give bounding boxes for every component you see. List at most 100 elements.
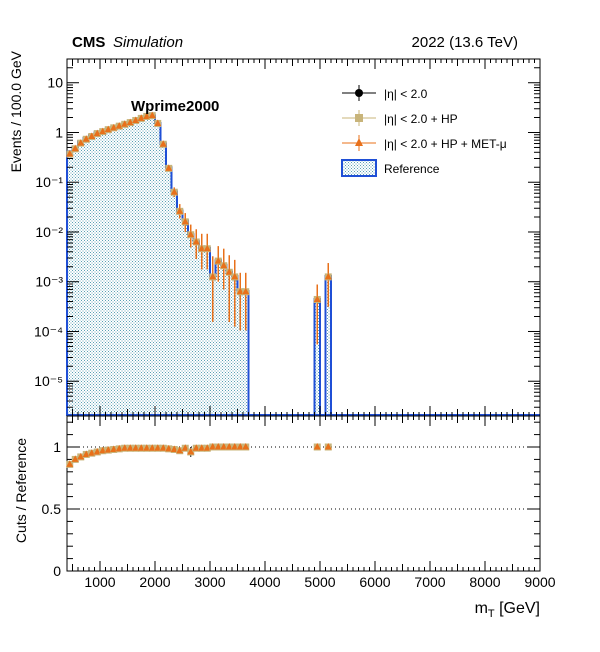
sample-label: Wprime2000 [131,98,219,115]
reference-bar [127,122,133,416]
cuts-met-marker [66,149,74,157]
cuts-met-marker [154,119,162,126]
ratio-met-marker [82,450,90,457]
ratio-met-marker [231,443,239,450]
y-tick-label: 10⁻² [35,224,63,240]
run-info-label: 2022 (13.6 TeV) [412,34,518,51]
cuts-met-marker [170,188,178,195]
reference-bar [188,234,194,416]
ratio-met-marker [71,455,79,462]
y-tick-label: 10⁻⁵ [34,373,63,389]
cuts-met-marker [187,230,195,238]
cuts-met-marker [126,118,134,126]
reference-bar [122,123,128,416]
reference-bar [100,130,106,416]
x-tick-label: 9000 [524,574,555,590]
y-tick-label: 1 [55,124,63,140]
cuts-met-marker [209,272,217,280]
cuts-met-marker [159,140,167,147]
x-tick-label: 6000 [359,574,390,590]
reference-bar [83,137,89,416]
ratio-y-tick-label: 1 [53,439,61,455]
cuts-met-marker [137,114,145,121]
ratio-met-marker [132,444,140,451]
x-tick-label: 8000 [469,574,500,590]
reference-bar [204,247,210,416]
cuts-met-marker [181,217,189,225]
cuts-met-marker [82,135,90,142]
x-axis-title-unit: [GeV] [495,600,540,617]
reference-bar [243,291,249,416]
ratio-plot-frame [66,415,541,572]
ratio-met-marker [192,444,200,451]
cuts-met-marker [220,261,228,269]
ratio-met-marker [170,445,178,452]
reference-bar [193,241,199,416]
ratio-met-marker [115,444,123,452]
cuts-met-marker [71,144,79,152]
top-panel: 10⁻⁵ 10⁻⁴ 10⁻³ 10⁻² 10⁻¹ 1 10 [34,58,541,417]
ratio-met-marker [148,444,156,451]
ratio-met-marker [203,444,211,451]
cuts-met-marker [242,287,250,295]
ratio-met-marker [154,444,162,451]
reference-bar [116,125,122,417]
reference-bar [133,120,139,417]
legend-circle-marker [355,89,363,97]
x-tick-label: 7000 [414,574,445,590]
cuts-met-marker [214,257,222,264]
ratio-met-marker [225,443,233,450]
reference-bar [226,271,232,416]
reference-bar [111,127,117,417]
x-axis-title-sub: T [488,608,495,620]
reference-bar [144,115,150,416]
reference-bar [89,135,95,416]
cuts-met-marker [88,132,96,140]
ratio-met-marker [137,444,145,451]
x-axis-title-main: m [475,600,488,617]
x-tick-label: 4000 [249,574,280,590]
y-tick-label: 10⁻¹ [35,174,63,190]
ratio-met-marker [110,445,118,452]
reference-bar [166,167,172,416]
ratio-met-marker [176,446,184,454]
ratio-panel: 1000 2000 3000 4000 5000 6000 7000 8000 9000 0 0.5… [42,415,556,590]
cuts-met-marker [115,122,123,129]
reference-bar [237,291,243,416]
cuts-met-marker [99,127,107,135]
legend-label: |η| < 2.0 + HP [384,112,458,126]
x-tick-label: 3000 [194,574,225,590]
y-tick-label: 10⁻³ [35,274,63,290]
ratio-met-marker [324,443,332,450]
ratio-met-marker [236,443,244,450]
reference-bar [94,132,100,416]
ratio-met-marker [88,449,96,456]
ratio-met-marker [99,446,107,454]
ratio-met-marker [121,444,129,451]
ratio-met-marker [143,444,151,451]
legend-label: |η| < 2.0 [384,87,428,101]
ratio-met-marker [126,444,134,451]
cuts-met-marker [225,268,233,275]
legend-label: |η| < 2.0 + HP + MET-μ [384,137,507,151]
cuts-met-marker [104,125,112,133]
cuts-met-marker [236,287,244,295]
experiment-label: CMS [72,34,105,51]
top-y-axis-title: Events / 100.0 GeV [8,50,24,172]
status-label: Simulation [113,34,183,51]
cuts-met-marker [143,112,151,119]
bottom-y-axis-title: Cuts / Reference [13,438,29,543]
cuts-met-marker [324,272,332,280]
reference-bar [138,118,144,416]
cuts-met-marker [121,120,129,127]
reference-bar [105,128,111,417]
y-tick-label: 10⁻⁴ [34,323,63,339]
reference-bar [215,260,221,416]
cuts-met-marker [313,295,321,302]
cuts-met-marker [203,244,211,252]
x-tick-label: 5000 [304,574,335,590]
ratio-met-marker [220,443,228,450]
cuts-met-marker [77,139,85,146]
cuts-met-marker [192,237,200,245]
